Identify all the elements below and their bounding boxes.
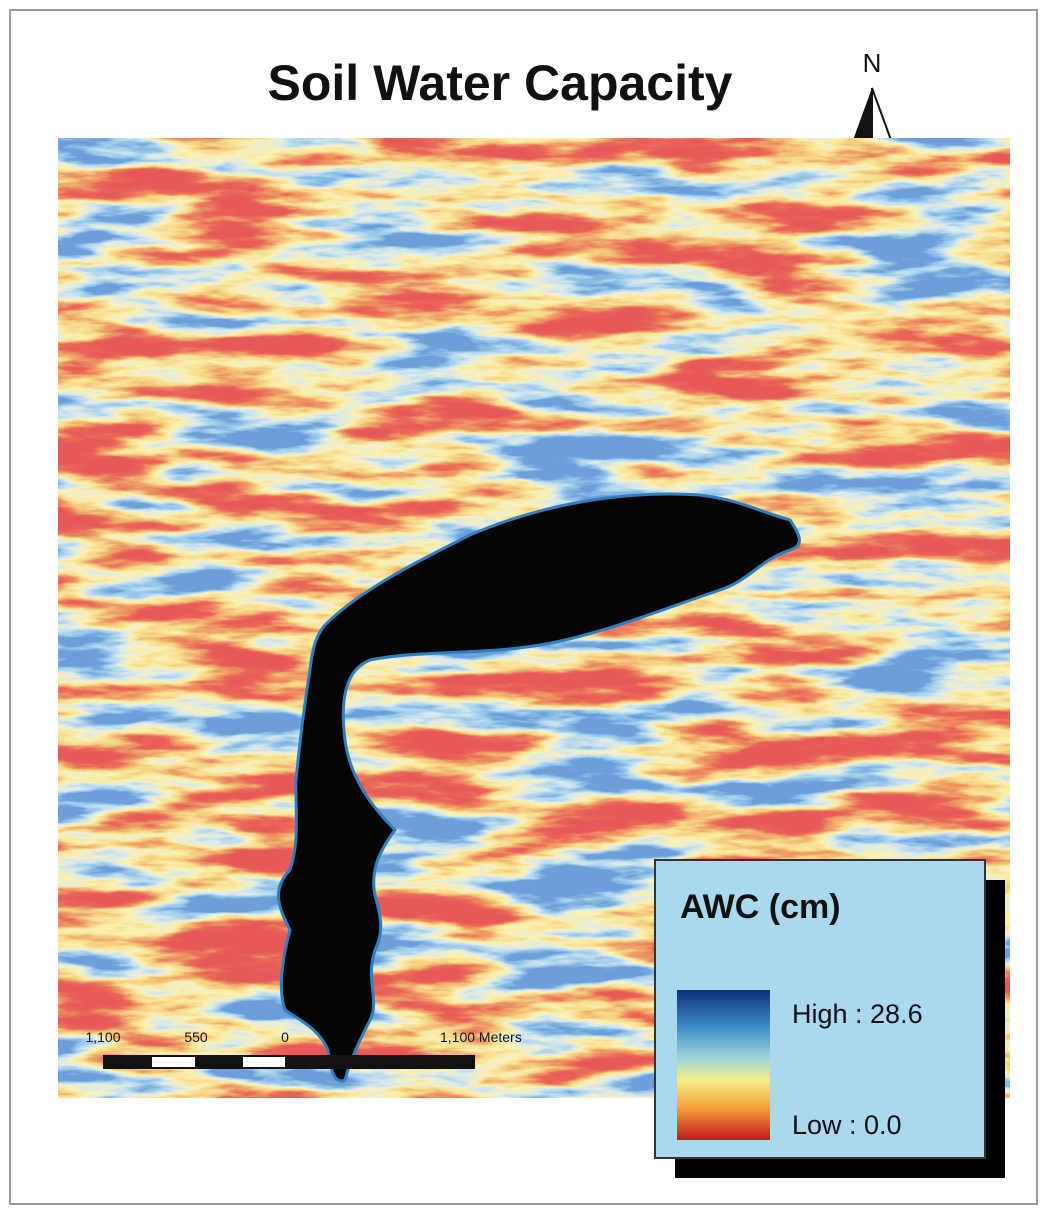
scale-label: 1,100 Meters [440,1029,522,1045]
legend-low-label: Low : 0.0 [792,1110,902,1140]
legend-ramp [677,990,770,1140]
legend-title: AWC (cm) [680,888,841,926]
scale-bar-segment [243,1057,285,1067]
scale-label: 1,100 [85,1029,120,1045]
legend: AWC (cm) High : 28.6 Low : 0.0 [655,860,1005,1178]
scale-bar-segment [152,1057,195,1067]
page: {"title": "Soil Water Capacity", "north_… [0,0,1047,1214]
north-label: N [863,48,882,78]
map-layout: Soil Water Capacity N 1,100 550 0 1,100 … [0,0,1047,1214]
legend-high-label: High : 28.6 [792,999,923,1029]
map-title: Soil Water Capacity [268,55,733,111]
scale-label: 0 [281,1029,289,1045]
scale-label: 550 [184,1029,208,1045]
